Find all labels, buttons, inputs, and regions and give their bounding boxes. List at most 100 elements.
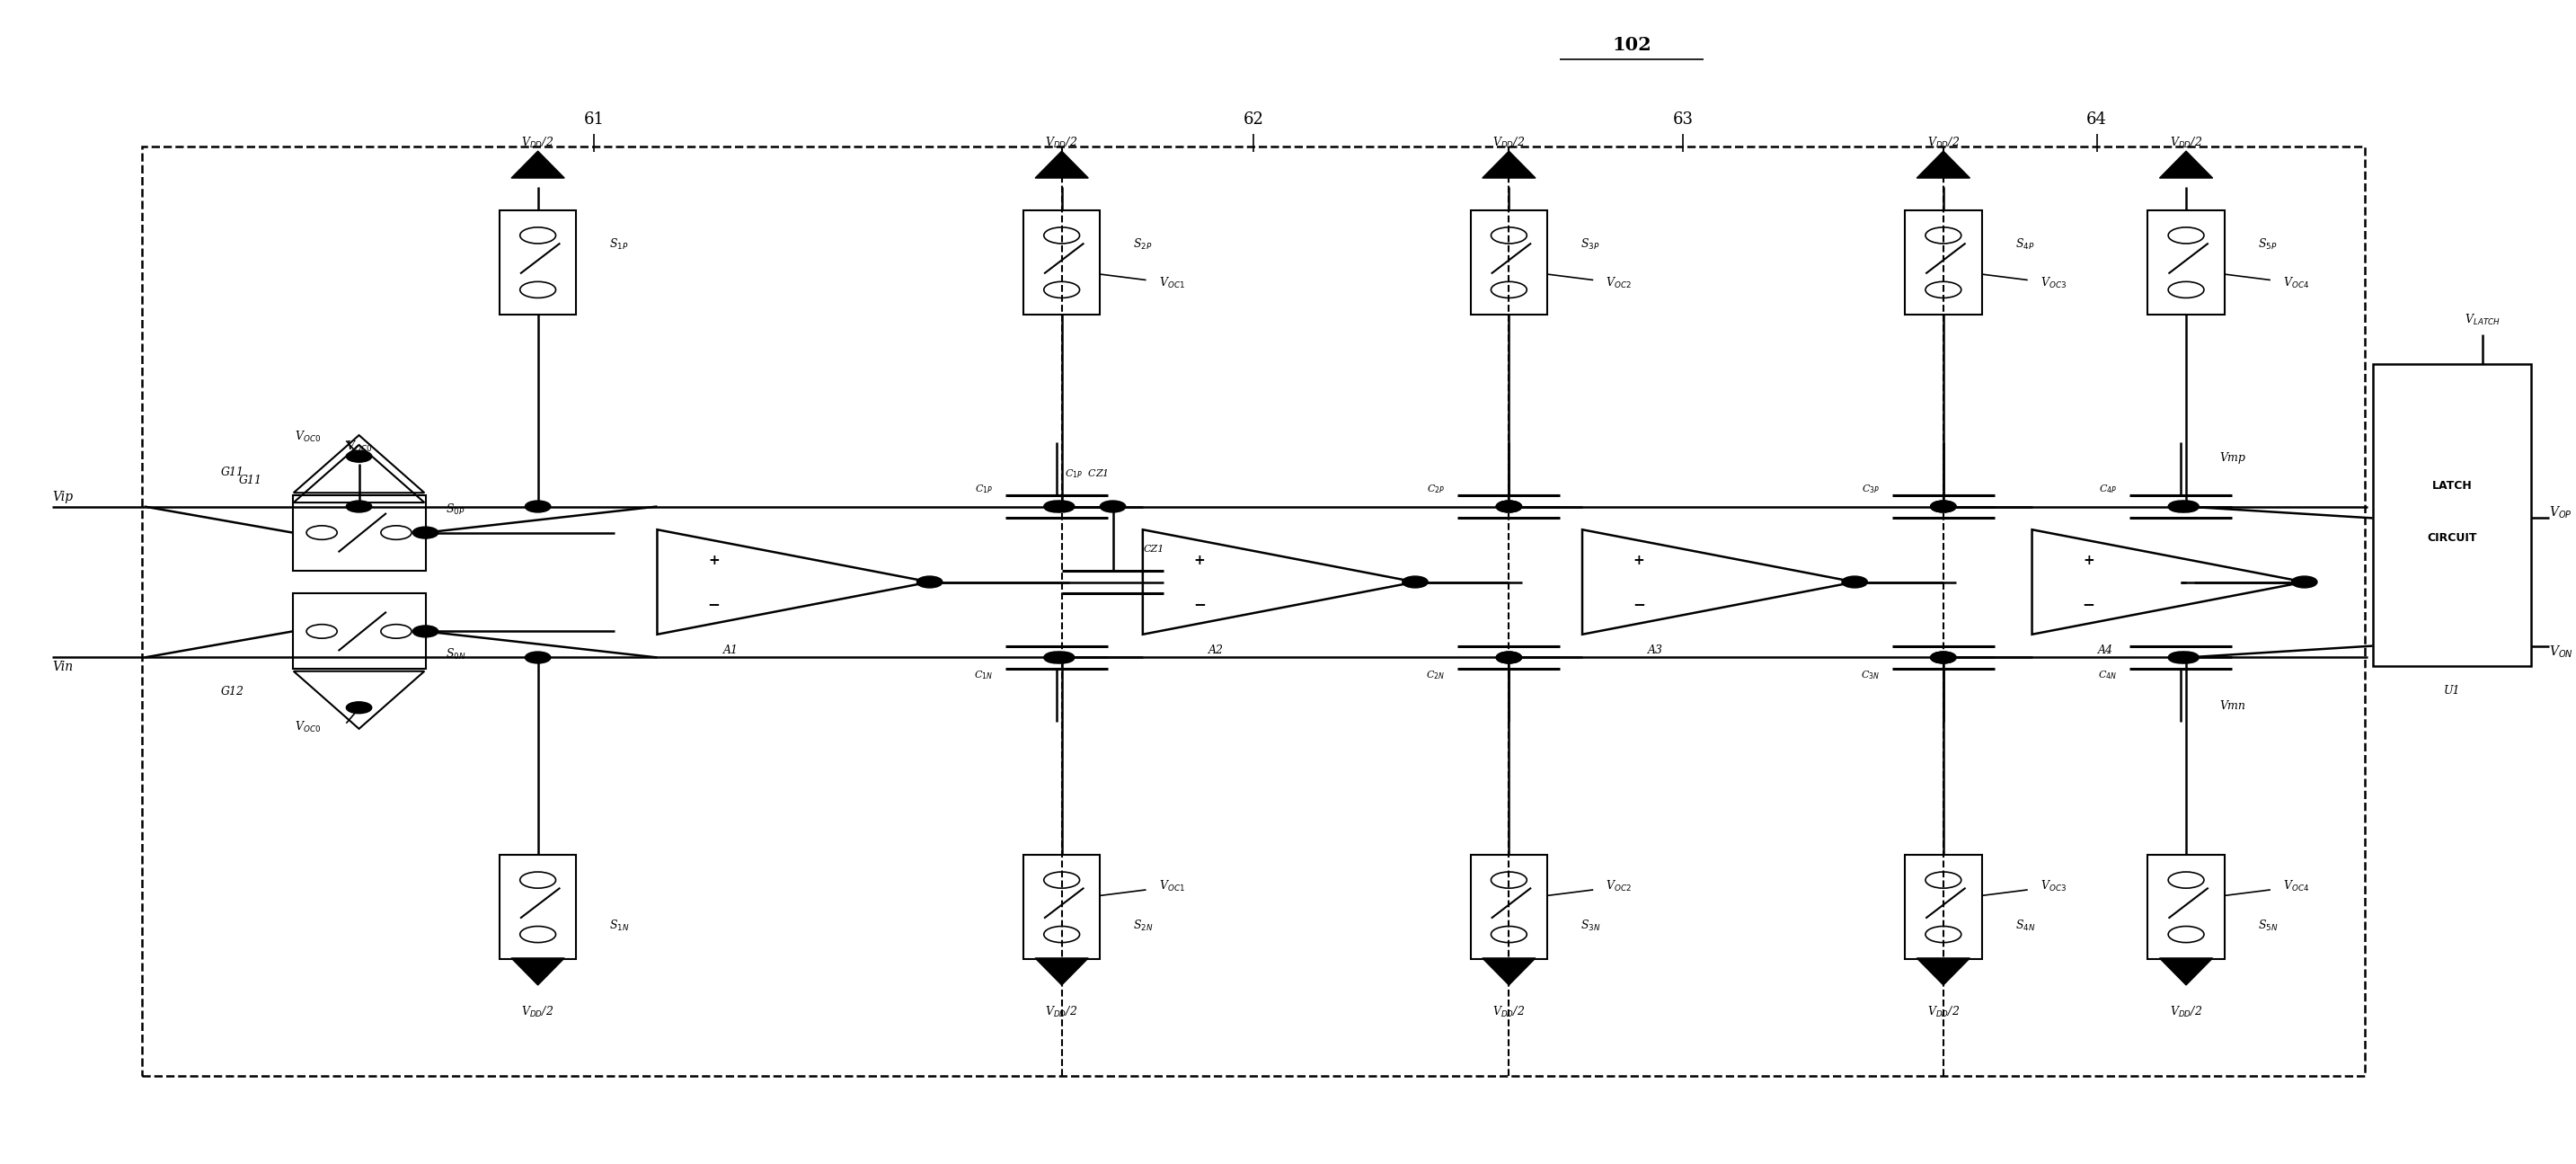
Circle shape [1048,652,1074,663]
Circle shape [1100,501,1126,512]
Text: C$_{3N}$: C$_{3N}$ [1860,669,1880,681]
Polygon shape [2159,958,2213,985]
Text: V$_{OC4}$: V$_{OC4}$ [2282,879,2308,894]
Text: V$_{OC0}$: V$_{OC0}$ [294,719,322,734]
Text: 102: 102 [1613,36,1651,55]
Text: 64: 64 [2087,112,2107,128]
Text: S$_{4N}$: S$_{4N}$ [2014,918,2035,934]
Text: Vip: Vip [52,491,72,504]
Text: V$_{OC2}$: V$_{OC2}$ [1605,276,1631,291]
Text: A1: A1 [724,645,739,656]
Text: V$_{DD}$/2: V$_{DD}$/2 [1492,136,1525,150]
Text: −: − [2081,596,2094,612]
Text: C$_{4N}$: C$_{4N}$ [2097,669,2117,681]
Circle shape [1497,652,1522,663]
Circle shape [2174,652,2200,663]
Text: −: − [1633,596,1646,612]
Text: CZ1: CZ1 [1144,545,1164,554]
Text: V$_{DD}$/2: V$_{DD}$/2 [1927,1005,1960,1018]
Polygon shape [510,958,564,985]
Text: S$_{3P}$: S$_{3P}$ [1582,236,1600,251]
Circle shape [1842,576,1868,588]
Polygon shape [1481,958,1535,985]
Text: 62: 62 [1244,112,1265,128]
Text: V$_{OC2}$: V$_{OC2}$ [1605,879,1631,894]
Circle shape [345,501,371,512]
Text: V$_{DD}$/2: V$_{DD}$/2 [1046,1005,1079,1018]
Text: G11: G11 [240,475,263,487]
Text: V$_{DD}$/2: V$_{DD}$/2 [520,136,554,150]
Text: LATCH: LATCH [2432,480,2473,491]
Text: V$_{OC1}$: V$_{OC1}$ [1159,276,1185,291]
Text: S$_{2P}$: S$_{2P}$ [1133,236,1151,251]
Text: Vmn: Vmn [2221,701,2246,712]
Circle shape [345,450,371,462]
Text: C$_{1P}$: C$_{1P}$ [974,483,992,495]
Bar [142,147,2365,1076]
Circle shape [1497,501,1522,512]
Text: −: − [1193,596,1206,612]
Text: V$_{ON}$: V$_{ON}$ [2550,644,2573,660]
Text: A4: A4 [2097,645,2112,656]
Bar [1471,211,1548,314]
Circle shape [2169,652,2195,663]
Text: C$_{4P}$: C$_{4P}$ [2099,483,2117,495]
Text: +: + [1633,553,1643,567]
Bar [500,854,577,959]
Bar [294,594,425,669]
Circle shape [1043,501,1069,512]
Circle shape [412,625,438,637]
Text: G12: G12 [222,686,245,697]
Bar [1471,854,1548,959]
Text: C$_{1P}$  CZ1: C$_{1P}$ CZ1 [1064,468,1108,481]
Polygon shape [1036,151,1087,178]
Circle shape [1929,501,1955,512]
Text: S$_{4P}$: S$_{4P}$ [2014,236,2035,251]
Text: V$_{OC0}$: V$_{OC0}$ [345,440,371,454]
Text: V$_{OC0}$: V$_{OC0}$ [294,430,322,445]
Polygon shape [510,151,564,178]
Bar [2148,854,2226,959]
Polygon shape [1917,151,1971,178]
Text: V$_{OC4}$: V$_{OC4}$ [2282,276,2308,291]
Polygon shape [2159,151,2213,178]
Text: +: + [2084,553,2094,567]
Text: C$_{2P}$: C$_{2P}$ [1427,483,1445,495]
Text: S$_{5N}$: S$_{5N}$ [2257,918,2277,934]
Text: V$_{DD}$/2: V$_{DD}$/2 [1046,136,1079,150]
Text: S$_{0N}$: S$_{0N}$ [446,647,466,661]
Bar [1906,211,1981,314]
Bar [2372,363,2532,666]
Circle shape [2174,501,2200,512]
Circle shape [2293,576,2318,588]
Circle shape [1497,652,1522,663]
Text: C$_{3P}$: C$_{3P}$ [1862,483,1880,495]
Bar [2148,211,2226,314]
Bar [294,495,425,570]
Circle shape [412,527,438,539]
Text: S$_{1N}$: S$_{1N}$ [611,918,629,934]
Bar [1023,211,1100,314]
Text: CIRCUIT: CIRCUIT [2427,532,2476,544]
Text: Vmp: Vmp [2221,452,2246,463]
Circle shape [526,501,551,512]
Text: S$_{1P}$: S$_{1P}$ [611,236,629,251]
Polygon shape [1036,958,1087,985]
Circle shape [1043,652,1069,663]
Text: S$_{2N}$: S$_{2N}$ [1133,918,1154,934]
Circle shape [917,576,943,588]
Circle shape [2169,501,2195,512]
Circle shape [1048,501,1074,512]
Polygon shape [1481,151,1535,178]
Text: Vin: Vin [52,660,72,673]
Circle shape [1401,576,1427,588]
Text: S$_{0P}$: S$_{0P}$ [446,503,466,517]
Text: V$_{OC3}$: V$_{OC3}$ [2040,276,2066,291]
Text: V$_{DD}$/2: V$_{DD}$/2 [520,1005,554,1018]
Text: S$_{5P}$: S$_{5P}$ [2257,236,2277,251]
Text: A3: A3 [1649,645,1664,656]
Text: −: − [708,596,721,612]
Text: C$_{2N}$: C$_{2N}$ [1427,669,1445,681]
Circle shape [1929,652,1955,663]
Circle shape [526,652,551,663]
